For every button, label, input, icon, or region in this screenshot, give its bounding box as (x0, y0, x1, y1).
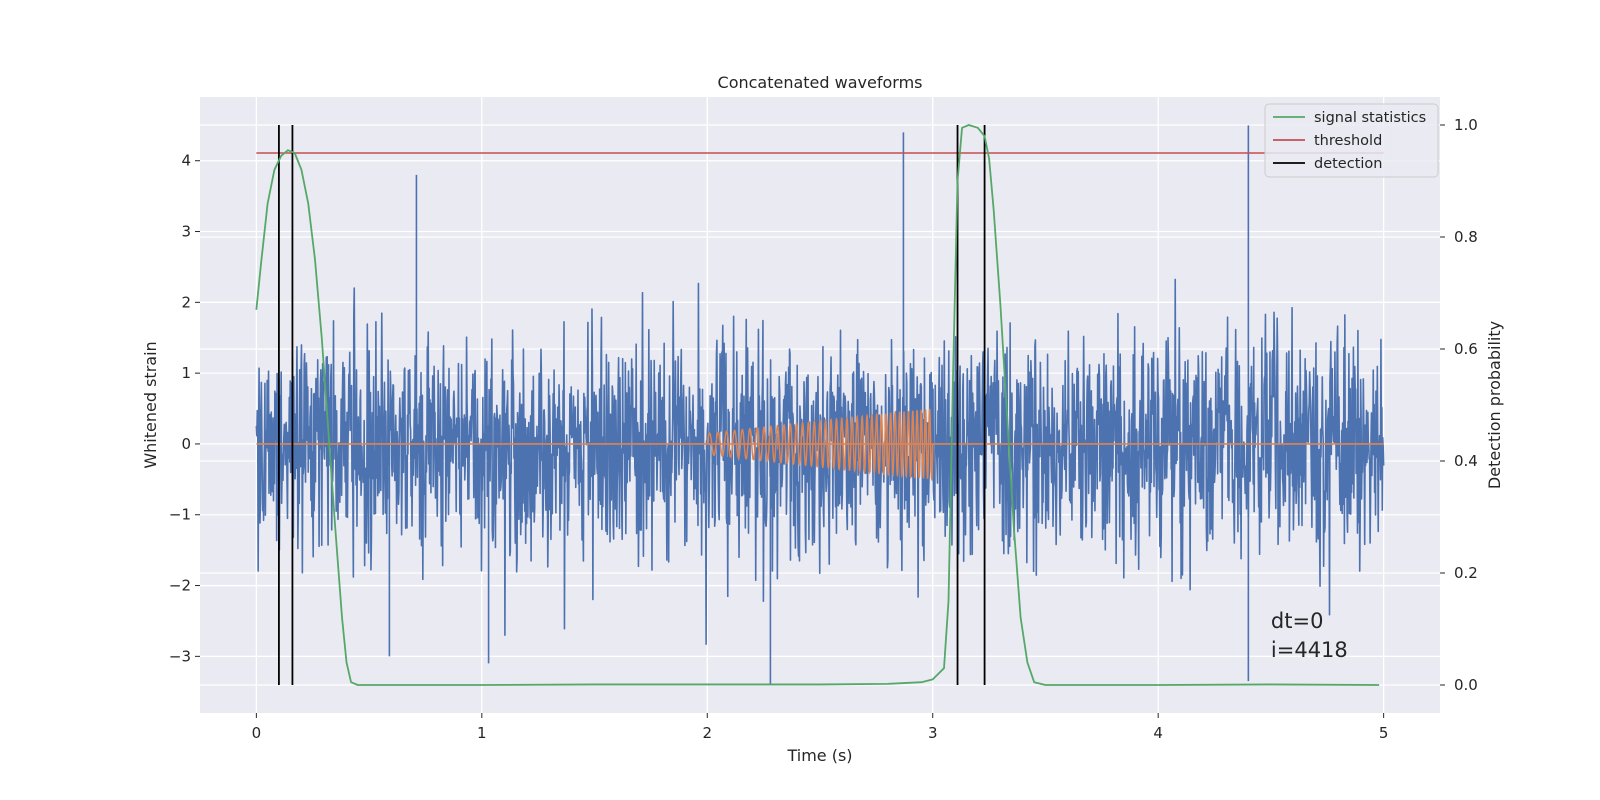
x-tick-label: 2 (702, 724, 712, 742)
y2-tick-label: 1.0 (1454, 116, 1478, 134)
legend-label: detection (1314, 156, 1382, 172)
x-tick-label: 4 (1153, 724, 1163, 742)
x-axis-label: Time (s) (786, 746, 852, 765)
legend-box (1264, 103, 1439, 178)
x-tick-label: 3 (928, 724, 938, 742)
plot-area (200, 97, 1440, 713)
y2-tick-label: 0.6 (1454, 340, 1478, 358)
series-signal-statistics (255, 124, 1380, 686)
legend-label: threshold (1314, 133, 1382, 149)
x-tick-label: 5 (1379, 724, 1389, 742)
y-tick-label: 1 (181, 364, 191, 382)
x-tick-label: 0 (252, 724, 262, 742)
annotation-dt: dt=0 (1271, 609, 1324, 633)
y-tick-label: −3 (169, 647, 191, 665)
series-whitened-strain (255, 278, 1385, 645)
y-tick-label: 0 (181, 435, 191, 453)
y2-tick-label: 0.0 (1454, 676, 1478, 694)
y2-axis-label: Detection probability (1485, 321, 1504, 489)
series-injected-chirp (706, 408, 934, 482)
y-tick-label: 4 (181, 152, 191, 170)
y2-tick-label: 0.8 (1454, 228, 1478, 246)
plot-layer (255, 124, 1385, 686)
y-tick-label: 2 (181, 293, 191, 311)
y2-tick-label: 0.4 (1454, 452, 1478, 470)
legend: signal statistics threshold detection (1264, 103, 1439, 178)
y2-tick-label: 0.2 (1454, 564, 1478, 582)
x-tick-label: 1 (477, 724, 487, 742)
y-axis-label: Whitened strain (141, 341, 160, 468)
legend-label: signal statistics (1314, 110, 1426, 126)
y-tick-label: −2 (169, 577, 191, 595)
y-tick-label: −1 (169, 506, 191, 524)
y-tick-label: 3 (181, 223, 191, 241)
chart-title: Concatenated waveforms (718, 73, 923, 92)
annotation-index: i=4418 (1271, 638, 1348, 662)
